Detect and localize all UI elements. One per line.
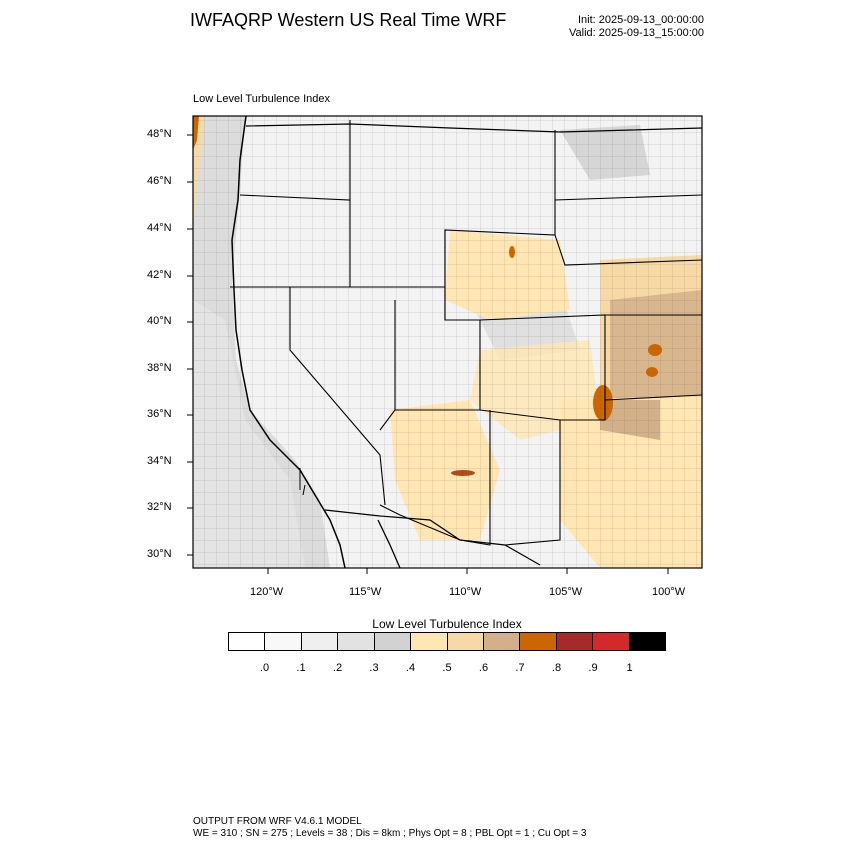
colorbar-box <box>229 633 266 650</box>
colorbar-label: .4 <box>405 662 416 674</box>
colorbar-box <box>483 633 521 650</box>
lat-label: 42°N <box>147 269 172 281</box>
colorbar-label: .7 <box>515 662 525 674</box>
lat-label: 44°N <box>147 222 172 234</box>
colorbar-label: .5 <box>442 662 452 674</box>
colorbar-box <box>411 633 448 650</box>
valid-time: Valid: 2025-09-13_15:00:00 <box>569 27 704 39</box>
lat-label: 30°N <box>147 548 172 560</box>
lon-label: 100°W <box>652 586 686 598</box>
map-field <box>193 116 702 568</box>
lon-label: 105°W <box>549 586 583 598</box>
colorbar-label: 1 <box>626 662 633 674</box>
footer-model-line: OUTPUT FROM WRF V4.6.1 MODEL <box>193 816 362 827</box>
colorbar-label: .8 <box>551 662 562 674</box>
lat-label: 48°N <box>147 128 172 140</box>
colorbar-box <box>374 633 412 650</box>
lon-label: 110°W <box>449 586 482 598</box>
colorbar-title: Low Level Turbulence Index <box>372 617 522 631</box>
footer-config-line: WE = 310 ; SN = 275 ; Levels = 38 ; Dis … <box>193 828 587 839</box>
colorbar-box <box>338 633 375 650</box>
lat-label: 46°N <box>147 175 172 187</box>
colorbar-label: .6 <box>478 662 489 674</box>
colorbar-box <box>447 633 484 650</box>
colorbar-box <box>556 633 594 650</box>
page-title: IWFAQRP Western US Real Time WRF <box>190 10 507 30</box>
colorbar-box <box>593 633 630 650</box>
colorbar-label: .1 <box>296 662 306 674</box>
lon-label: 115°W <box>349 586 382 598</box>
lat-label: 34°N <box>147 455 172 467</box>
lon-label: 120°W <box>250 586 284 598</box>
colorbar-label: .2 <box>332 662 343 674</box>
colorbar-box <box>301 633 339 650</box>
lat-label: 40°N <box>147 315 172 327</box>
lat-label: 38°N <box>147 362 172 374</box>
colorbar-label: .9 <box>588 662 598 674</box>
colorbar-box <box>265 633 302 650</box>
init-time: Init: 2025-09-13_00:00:00 <box>578 14 704 26</box>
panel-title: Low Level Turbulence Index <box>193 93 330 105</box>
colorbar-label: .0 <box>259 662 270 674</box>
colorbar <box>228 632 666 651</box>
colorbar-box <box>629 633 666 650</box>
lat-label: 32°N <box>147 501 172 513</box>
colorbar-label: .3 <box>369 662 379 674</box>
lat-label: 36°N <box>147 408 172 420</box>
colorbar-box <box>520 633 557 650</box>
